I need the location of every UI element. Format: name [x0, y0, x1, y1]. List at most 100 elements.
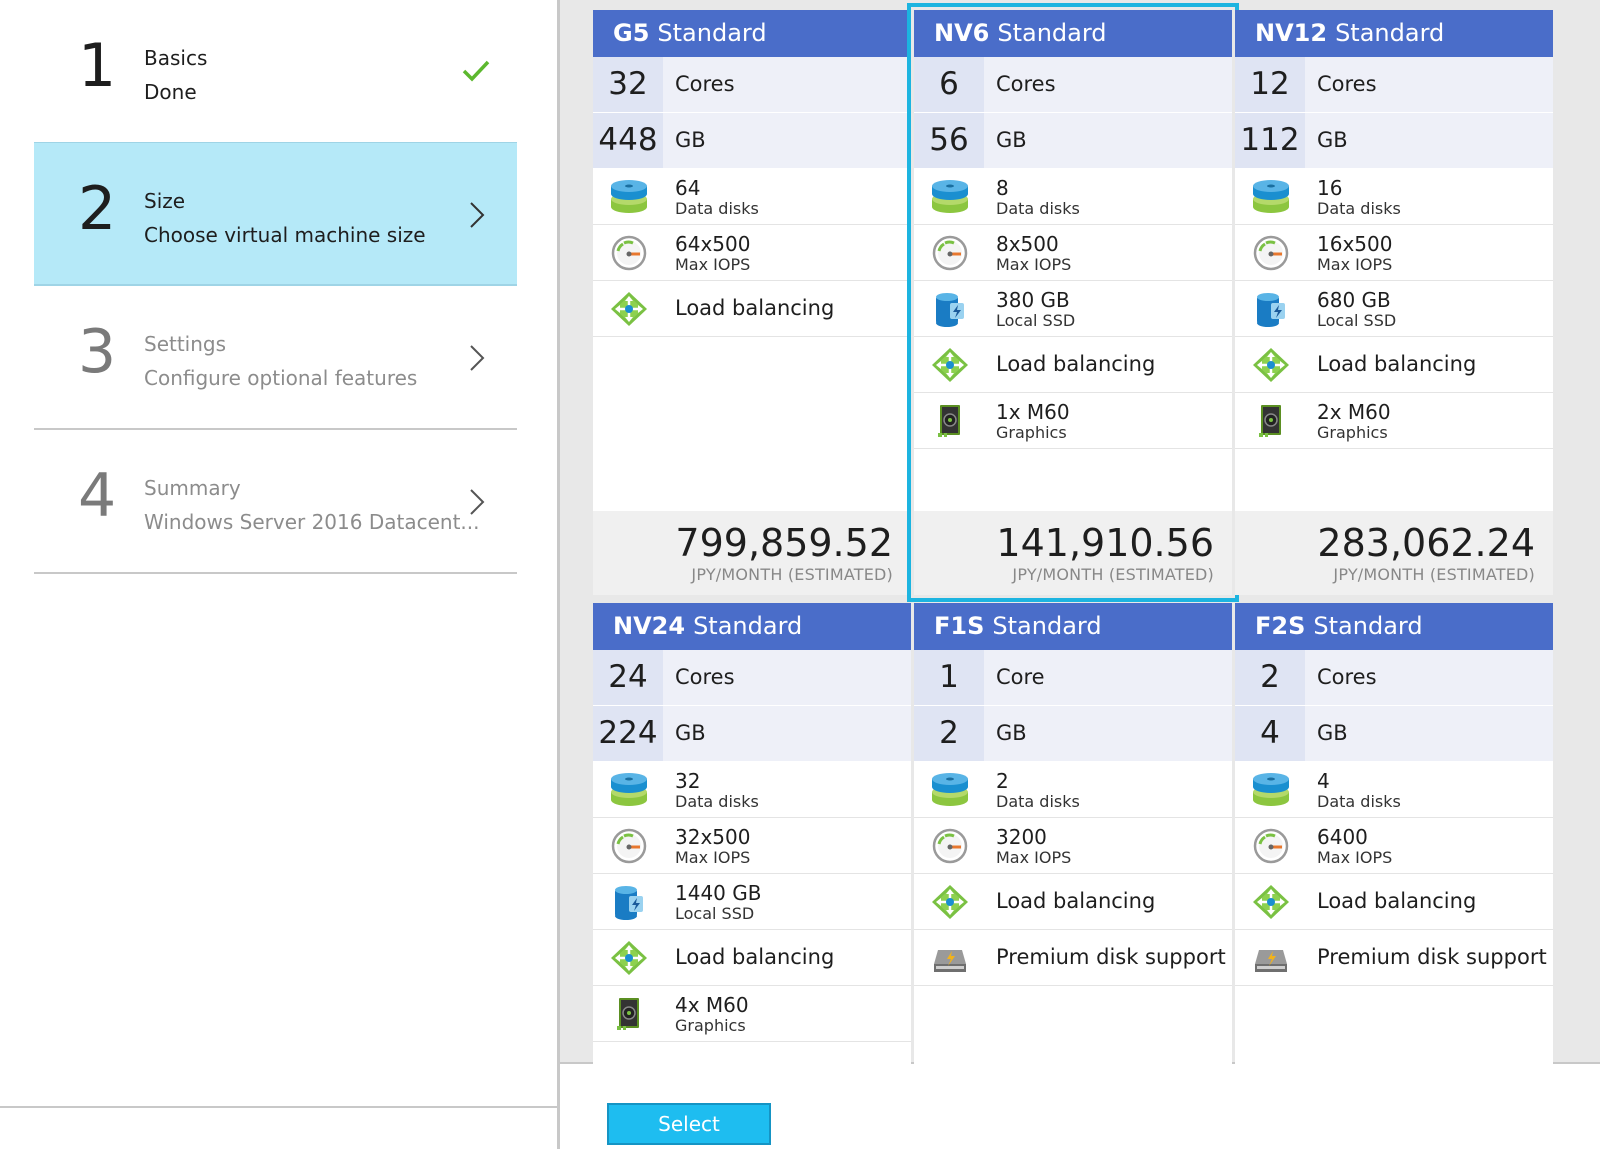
size-tier: Standard	[693, 612, 803, 640]
feature-row: Premium disk support	[914, 930, 1232, 986]
feature-value: 4	[1317, 769, 1330, 793]
step-number: 2	[78, 174, 117, 244]
feature-label: Graphics	[1317, 423, 1388, 442]
feature-row: 64x500 Max IOPS	[593, 225, 911, 281]
ram-label: GB	[1317, 721, 1348, 745]
ram-row: 224 GB	[593, 706, 911, 762]
step-title: Summary	[144, 476, 241, 500]
step-number: 3	[78, 317, 117, 387]
cores-label: Core	[996, 665, 1045, 689]
feature-row: 32 Data disks	[593, 762, 911, 818]
load-balancing-icon	[930, 884, 970, 920]
feature-value: 16	[1317, 176, 1343, 200]
chevron-right-icon	[470, 489, 485, 515]
size-card-nv24[interactable]: NV24 Standard 24 Cores 224 GB 32 Data dis…	[593, 603, 911, 1064]
feature-row: Load balancing	[1235, 337, 1553, 393]
data-disks-icon	[930, 772, 970, 808]
size-card-nv6[interactable]: NV6 Standard 6 Cores 56 GB 8 Data disks 8…	[907, 3, 1239, 602]
local-ssd-icon	[930, 291, 970, 327]
step-size[interactable]: 2 Size Choose virtual machine size	[34, 142, 517, 286]
feature-value: 1440 GB	[675, 881, 762, 905]
ram-value: 2	[914, 706, 984, 761]
cores-row: 24 Cores	[593, 650, 911, 706]
graphics-card-icon	[609, 996, 649, 1032]
feature-value: 4x M60	[675, 993, 749, 1017]
feature-value: Load balancing	[675, 945, 835, 969]
cores-value: 2	[1235, 650, 1305, 705]
feature-value: Premium disk support	[996, 945, 1226, 969]
pane-divider	[557, 0, 560, 1149]
chevron-right-icon	[470, 345, 485, 371]
size-name: F1S	[934, 612, 985, 640]
price-unit: JPY/MONTH (ESTIMATED)	[1012, 565, 1214, 584]
iops-gauge-icon	[930, 235, 970, 271]
feature-row: 6400 Max IOPS	[1235, 818, 1553, 874]
feature-row: 4x M60 Graphics	[593, 986, 911, 1042]
size-name: F2S	[1255, 612, 1306, 640]
feature-row: Load balancing	[593, 281, 911, 337]
premium-disk-icon	[930, 940, 970, 976]
feature-row: 4 Data disks	[1235, 762, 1553, 818]
data-disks-icon	[1251, 772, 1291, 808]
load-balancing-icon	[1251, 884, 1291, 920]
cores-value: 12	[1235, 57, 1305, 112]
price-amount: 283,062.24	[1317, 521, 1535, 565]
size-card-f2s[interactable]: F2S Standard 2 Cores 4 GB 4 Data disks 64…	[1235, 603, 1553, 1064]
feature-value: 64x500	[675, 232, 751, 256]
size-picker-pane: G5 Standard 32 Cores 448 GB 64 Data disks…	[560, 0, 1600, 1149]
feature-label: Local SSD	[1317, 311, 1397, 330]
ram-value: 56	[914, 113, 984, 168]
feature-value: 2x M60	[1317, 400, 1391, 424]
feature-value: Load balancing	[996, 352, 1156, 376]
feature-label: Data disks	[675, 199, 759, 218]
size-tier: Standard	[1335, 19, 1445, 47]
iops-gauge-icon	[609, 235, 649, 271]
card-header: NV12 Standard	[1235, 10, 1553, 57]
size-tier: Standard	[992, 612, 1102, 640]
feature-label: Max IOPS	[675, 255, 751, 274]
step-basics[interactable]: 1 Basics Done	[34, 0, 517, 144]
wizard-steps-pane: 1 Basics Done 2 Size Choose virtual mach…	[0, 0, 557, 1149]
local-ssd-icon	[1251, 291, 1291, 327]
divider	[0, 1106, 557, 1108]
feature-row: 64 Data disks	[593, 169, 911, 225]
feature-value: 1x M60	[996, 400, 1070, 424]
premium-disk-icon	[1251, 940, 1291, 976]
feature-row: 380 GB Local SSD	[914, 281, 1232, 337]
cores-value: 6	[914, 57, 984, 112]
ram-value: 224	[593, 706, 663, 761]
cores-row: 2 Cores	[1235, 650, 1553, 706]
ram-label: GB	[675, 721, 706, 745]
step-summary[interactable]: 4 Summary Windows Server 2016 Datacent..…	[34, 430, 517, 574]
load-balancing-icon	[609, 940, 649, 976]
feature-value: 32	[675, 769, 701, 793]
ram-label: GB	[675, 128, 706, 152]
size-tier: Standard	[997, 19, 1107, 47]
data-disks-icon	[609, 772, 649, 808]
feature-value: 380 GB	[996, 288, 1070, 312]
feature-label: Max IOPS	[1317, 848, 1393, 867]
size-card-nv12[interactable]: NV12 Standard 12 Cores 112 GB 16 Data dis…	[1235, 10, 1553, 595]
feature-label: Data disks	[675, 792, 759, 811]
size-card-g5[interactable]: G5 Standard 32 Cores 448 GB 64 Data disks…	[593, 10, 911, 595]
feature-value: 680 GB	[1317, 288, 1391, 312]
ram-row: 56 GB	[914, 113, 1232, 169]
feature-row: 8x500 Max IOPS	[914, 225, 1232, 281]
load-balancing-icon	[609, 291, 649, 327]
feature-row: 16 Data disks	[1235, 169, 1553, 225]
price-box: 283,062.24 JPY/MONTH (ESTIMATED)	[1235, 511, 1553, 595]
cores-row: 12 Cores	[1235, 57, 1553, 113]
data-disks-icon	[1251, 179, 1291, 215]
feature-row: Load balancing	[1235, 874, 1553, 930]
cores-row: 32 Cores	[593, 57, 911, 113]
chevron-right-icon	[470, 202, 485, 228]
step-settings[interactable]: 3 Settings Configure optional features	[34, 286, 517, 430]
size-card-f1s[interactable]: F1S Standard 1 Core 2 GB 2 Data disks 320…	[914, 603, 1232, 1064]
select-button[interactable]: Select	[607, 1103, 771, 1145]
feature-row: 2x M60 Graphics	[1235, 393, 1553, 449]
price-unit: JPY/MONTH (ESTIMATED)	[691, 565, 893, 584]
feature-row: 1440 GB Local SSD	[593, 874, 911, 930]
local-ssd-icon	[609, 884, 649, 920]
iops-gauge-icon	[609, 828, 649, 864]
ram-value: 448	[593, 113, 663, 168]
